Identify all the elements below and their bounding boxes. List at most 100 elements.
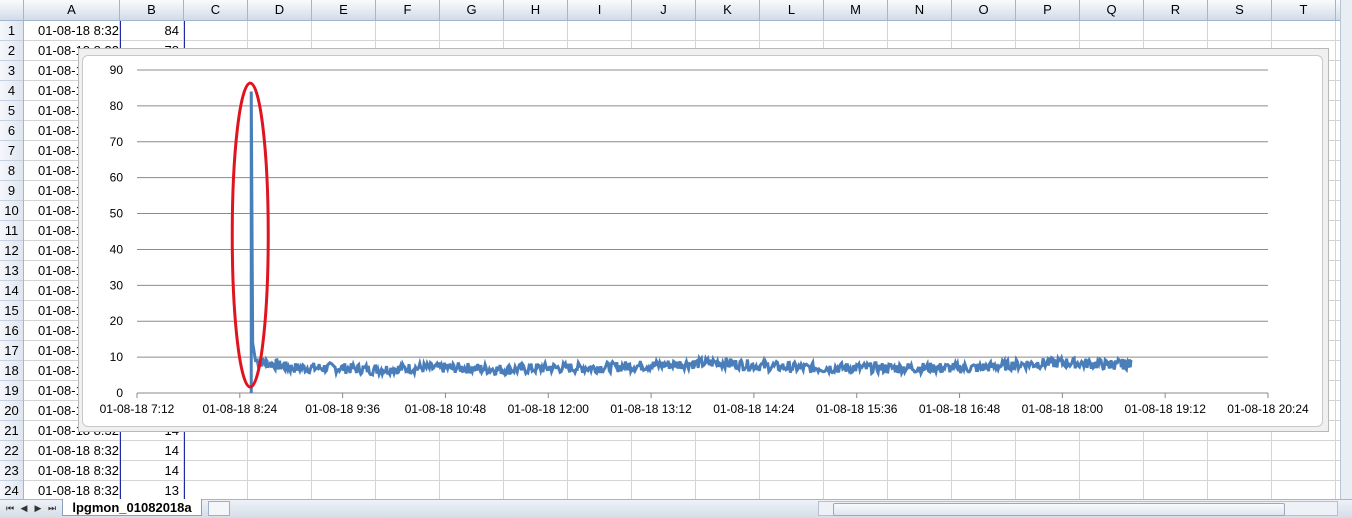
row-header-23[interactable]: 23	[0, 461, 23, 481]
x-tick-label: 01-08-18 10:48	[405, 402, 487, 416]
column-header-b[interactable]: B	[120, 0, 184, 20]
row-header-5[interactable]: 5	[0, 101, 23, 121]
x-tick-label: 01-08-18 7:12	[100, 402, 175, 416]
prev-sheet-arrow-icon[interactable]: ◀	[20, 503, 28, 513]
cell-a18[interactable]: 01-08-1	[38, 363, 83, 378]
row-header-11[interactable]: 11	[0, 221, 23, 241]
cell-a6[interactable]: 01-08-1	[38, 123, 83, 138]
column-header-n[interactable]: N	[888, 0, 952, 20]
row-header-12[interactable]: 12	[0, 241, 23, 261]
row-header-6[interactable]: 6	[0, 121, 23, 141]
row-header-19[interactable]: 19	[0, 381, 23, 401]
cell-a12[interactable]: 01-08-1	[38, 243, 83, 258]
row-header-8[interactable]: 8	[0, 161, 23, 181]
column-header-g[interactable]: G	[440, 0, 504, 20]
cell-a22[interactable]: 01-08-18 8:32	[38, 443, 119, 458]
cell-a24[interactable]: 01-08-18 8:32	[38, 483, 119, 498]
row-header-22[interactable]: 22	[0, 441, 23, 461]
column-header-t[interactable]: T	[1272, 0, 1336, 20]
cell-a3[interactable]: 01-08-1	[38, 63, 83, 78]
column-header-j[interactable]: J	[632, 0, 696, 20]
cell-a5[interactable]: 01-08-1	[38, 103, 83, 118]
cell-a11[interactable]: 01-08-1	[38, 223, 83, 238]
y-tick-label: 50	[110, 207, 124, 221]
column-header-r[interactable]: R	[1144, 0, 1208, 20]
column-header-s[interactable]: S	[1208, 0, 1272, 20]
x-tick-label: 01-08-18 15:36	[816, 402, 898, 416]
x-tick-label: 01-08-18 18:00	[1022, 402, 1104, 416]
cell-a9[interactable]: 01-08-1	[38, 183, 83, 198]
x-tick-label: 01-08-18 9:36	[305, 402, 380, 416]
column-header-i[interactable]: I	[568, 0, 632, 20]
row-header-15[interactable]: 15	[0, 301, 23, 321]
cell-a16[interactable]: 01-08-1	[38, 323, 83, 338]
row-header-21[interactable]: 21	[0, 421, 23, 441]
first-sheet-arrow-icon[interactable]: ⏮	[5, 503, 15, 513]
cell-a15[interactable]: 01-08-1	[38, 303, 83, 318]
row-header-24[interactable]: 24	[0, 481, 23, 501]
column-header-m[interactable]: M	[824, 0, 888, 20]
y-tick-label: 40	[110, 242, 124, 256]
row-header-17[interactable]: 17	[0, 341, 23, 361]
x-axis-ticks: 01-08-18 7:12 01-08-18 8:24 01-08-18 9:36 0…	[100, 393, 1309, 416]
row-header-18[interactable]: 18	[0, 361, 23, 381]
cell-a13[interactable]: 01-08-1	[38, 263, 83, 278]
cell-a14[interactable]: 01-08-1	[38, 283, 83, 298]
cell-a20[interactable]: 01-08-1	[38, 403, 83, 418]
cell-a10[interactable]: 01-08-1	[38, 203, 83, 218]
row-header-20[interactable]: 20	[0, 401, 23, 421]
column-header-d[interactable]: D	[248, 0, 312, 20]
y-tick-label: 80	[110, 99, 124, 113]
vertical-scrollbar[interactable]	[1340, 0, 1352, 500]
select-all-corner[interactable]	[0, 0, 24, 20]
x-tick-label: 01-08-18 12:00	[508, 402, 590, 416]
next-sheet-arrow-icon[interactable]: ▶	[34, 503, 42, 513]
row-header-9[interactable]: 9	[0, 181, 23, 201]
y-tick-label: 0	[116, 386, 123, 400]
column-header-p[interactable]: P	[1016, 0, 1080, 20]
cell-a7[interactable]: 01-08-1	[38, 143, 83, 158]
cell-b22[interactable]: 14	[164, 443, 179, 458]
y-axis-ticks: 0 10 20 30 40 50 60 70 80 90	[110, 63, 124, 400]
chart-gridlines	[137, 69, 1268, 394]
row-header-2[interactable]: 2	[0, 41, 23, 61]
cell-a1[interactable]: 01-08-18 8:32	[38, 23, 119, 38]
y-tick-label: 20	[110, 314, 124, 328]
cell-a23[interactable]: 01-08-18 8:32	[38, 463, 119, 478]
sheet-tab[interactable]: lpgmon_01082018a	[62, 499, 202, 516]
cell-b23[interactable]: 14	[164, 463, 179, 478]
column-header-f[interactable]: F	[376, 0, 440, 20]
row-header: 1 2 3 4 5 6 7 8 9 10 11 12 13 14 15 16 17 18 19 20 21 22 23 24	[0, 21, 24, 501]
row-header-13[interactable]: 13	[0, 261, 23, 281]
row-header-10[interactable]: 10	[0, 201, 23, 221]
cell-a17[interactable]: 01-08-1	[38, 343, 83, 358]
x-tick-label: 01-08-18 19:12	[1124, 402, 1206, 416]
y-tick-label: 10	[110, 350, 124, 364]
row-header-3[interactable]: 3	[0, 61, 23, 81]
horizontal-scrollbar[interactable]	[818, 501, 1338, 516]
cell-a8[interactable]: 01-08-1	[38, 163, 83, 178]
last-sheet-arrow-icon[interactable]: ⏭	[47, 503, 57, 513]
column-header-k[interactable]: K	[696, 0, 760, 20]
row-header-16[interactable]: 16	[0, 321, 23, 341]
column-header-l[interactable]: L	[760, 0, 824, 20]
cell-b24[interactable]: 13	[164, 483, 179, 498]
column-header-a[interactable]: A	[24, 0, 120, 20]
row-header-7[interactable]: 7	[0, 141, 23, 161]
scroll-thumb[interactable]	[833, 503, 1285, 516]
cell-b1[interactable]: 84	[164, 23, 179, 38]
cell-a19[interactable]: 01-08-1	[38, 383, 83, 398]
column-header-h[interactable]: H	[504, 0, 568, 20]
column-header-c[interactable]: C	[184, 0, 248, 20]
column-header-e[interactable]: E	[312, 0, 376, 20]
row-header-1[interactable]: 1	[0, 21, 23, 41]
cell-a4[interactable]: 01-08-1	[38, 83, 83, 98]
row-header-14[interactable]: 14	[0, 281, 23, 301]
column-header-q[interactable]: Q	[1080, 0, 1144, 20]
series-line	[249, 91, 1133, 393]
column-header-o[interactable]: O	[952, 0, 1016, 20]
row-header-4[interactable]: 4	[0, 81, 23, 101]
x-tick-label: 01-08-18 8:24	[202, 402, 277, 416]
insert-sheet-icon[interactable]	[208, 501, 230, 516]
